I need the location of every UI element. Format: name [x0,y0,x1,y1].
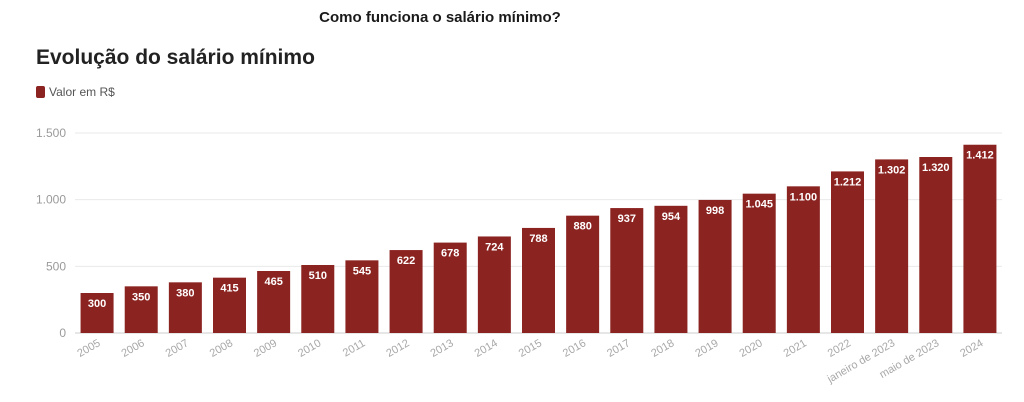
bar[interactable] [742,193,776,333]
x-tick-label: 2006 [120,337,147,360]
bar[interactable] [786,186,820,333]
bar[interactable] [257,271,291,333]
bar-value-label: 788 [529,233,547,245]
page-heading: Como funciona o salário mínimo? [319,9,561,26]
x-tick-label: 2021 [782,337,809,360]
legend-swatch [36,86,45,98]
x-tick-label: 2024 [958,337,985,360]
legend[interactable]: Valor em R$ [36,85,115,99]
bar-value-label: 678 [441,248,459,260]
bar[interactable] [389,250,423,333]
bar-value-label: 998 [706,205,724,217]
bar-value-label: 1.412 [966,150,994,162]
x-tick-label: 2005 [75,337,102,360]
x-tick-label: 2013 [429,337,456,360]
x-tick-label: 2007 [164,337,191,360]
x-axis: 2005 2006 2007 2008 2009 2010 2011 2012 2013 2014… [75,337,985,386]
bar-value-label: 1.045 [745,199,773,211]
bar-value-label: 350 [132,291,150,303]
bar-value-label: 380 [176,287,194,299]
x-tick-label: 2016 [561,337,588,360]
bar-value-label: 622 [397,255,415,267]
bar[interactable] [301,265,335,333]
x-tick-label: 2008 [208,337,235,360]
x-tick-label: 2020 [738,337,765,360]
y-tick-label: 1.000 [36,193,66,207]
bar-value-label: 300 [88,298,106,310]
bar[interactable] [610,208,644,333]
x-tick-label: 2015 [517,337,544,360]
x-tick-label: 2017 [605,337,632,360]
bar-value-label: 1.100 [790,191,818,203]
chart-title: Evolução do salário mínimo [36,46,315,69]
x-tick-label: 2018 [649,337,676,360]
bar-value-label: 545 [353,265,371,277]
bar-value-label: 415 [220,283,238,295]
bars: 300 350 380 415 465 510 545 622 678 724 788 880 937 9… [80,144,997,333]
bar-value-label: 724 [485,241,504,253]
bar-value-label: 465 [264,276,282,288]
bar[interactable] [124,286,158,333]
x-tick-label: 2009 [252,337,279,360]
x-tick-label: 2012 [384,337,411,360]
bar[interactable] [698,199,732,333]
bar-value-label: 954 [662,211,681,223]
x-tick-label: 2014 [473,337,500,360]
bar-value-label: 1.320 [922,162,950,174]
bar-value-label: 937 [618,213,636,225]
bar[interactable] [963,144,997,333]
bar[interactable] [831,171,864,333]
bar[interactable] [875,159,909,333]
legend-label: Valor em R$ [49,85,115,99]
bar-value-label: 510 [309,270,327,282]
x-tick-label: 2011 [341,337,367,359]
bar-value-label: 1.302 [878,164,906,176]
bar[interactable] [522,227,555,333]
x-tick-label: 2019 [693,337,720,360]
x-tick-label: 2010 [296,337,323,360]
bar[interactable] [345,260,379,333]
bar[interactable] [919,157,953,333]
bar[interactable] [433,242,467,333]
bar[interactable] [80,293,114,333]
bar[interactable] [213,277,246,333]
y-axis: 0 500 1.000 1.500 [36,126,66,340]
bar-value-label: 880 [573,221,591,233]
bar[interactable] [477,236,511,333]
x-tick-label: 2022 [826,337,853,360]
y-tick-label: 0 [59,326,66,340]
bar[interactable] [566,215,600,333]
y-tick-label: 500 [46,259,66,273]
y-tick-label: 1.500 [36,126,66,140]
bar-value-label: 1.212 [834,176,862,188]
bar[interactable] [168,282,202,333]
bar[interactable] [654,205,688,333]
